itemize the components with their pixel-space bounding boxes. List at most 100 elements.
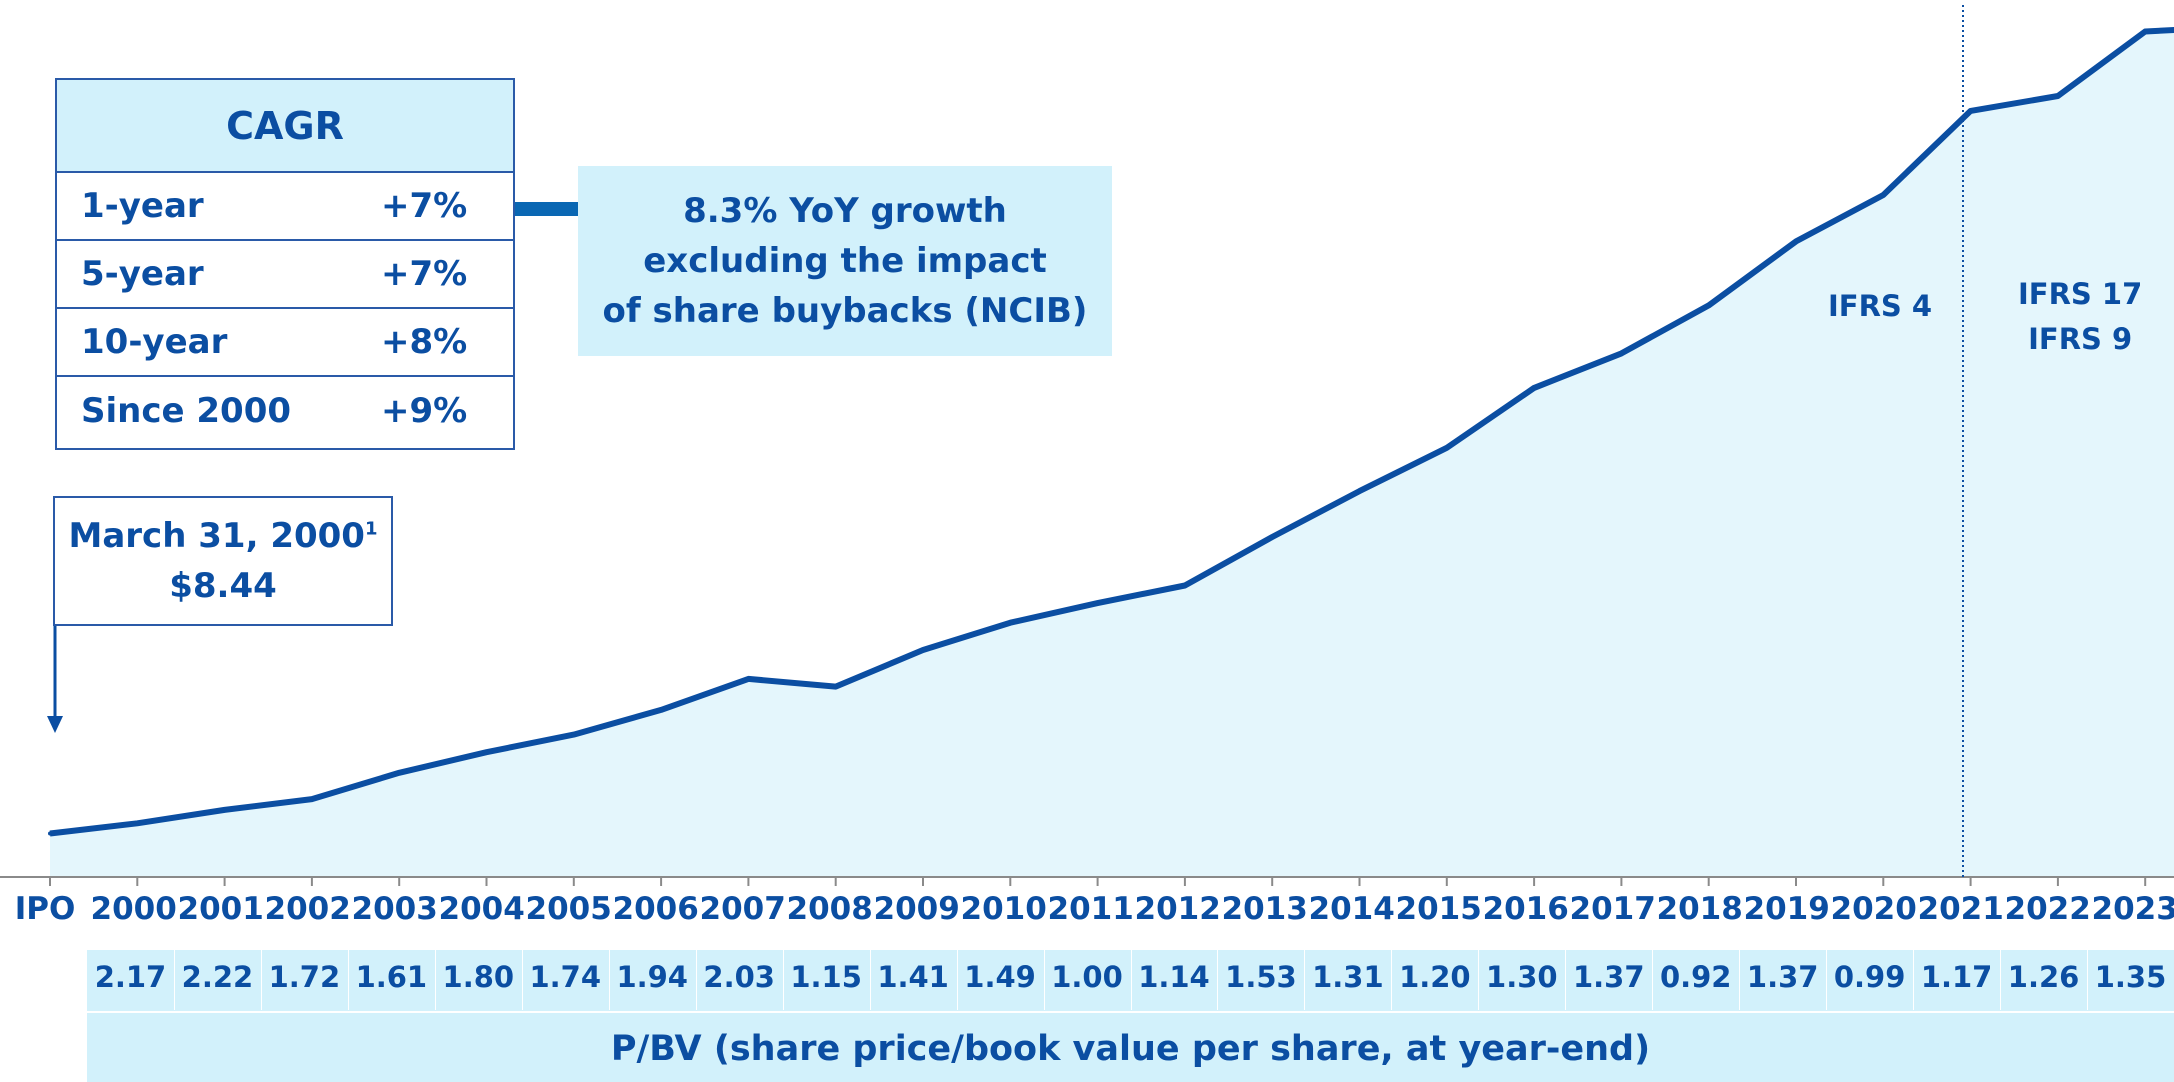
data-point [1532,385,1537,390]
x-tick-label: 2003 [351,891,438,927]
pbv-separator [1043,950,1045,1010]
pbv-separator [608,950,610,1010]
pbv-value: 1.30 [1486,960,1558,994]
pbv-value: 1.72 [268,960,341,994]
cagr-value: +8% [381,322,468,362]
data-point [1881,193,1886,197]
x-tick-label: 2014 [1308,891,1395,927]
data-point [1619,351,1624,356]
x-tick-label: 2011 [1047,891,1134,927]
cagr-value: +7% [381,254,468,294]
callout-line: of share buybacks (NCIB) [602,291,1088,331]
x-tick-label: 2012 [1134,891,1221,927]
pbv-value: 2.03 [703,960,775,994]
pbv-separator [2087,950,2089,1010]
pbv-value: 1.00 [1051,960,1123,994]
pbv-separator [1826,950,1828,1010]
data-points [48,29,2148,836]
pbv-separator [521,950,523,1010]
cagr-label: Since 2000 [81,391,292,431]
pbv-value: 1.37 [1572,960,1645,994]
pbv-value: 2.22 [181,960,254,994]
x-tick-label: 2001 [177,891,264,927]
pbv-separator [1565,950,1567,1010]
x-tick-label: 2019 [1743,891,1830,927]
cagr-value: +9% [381,391,468,431]
data-point [746,676,751,681]
pbv-value: 1.53 [1225,960,1297,994]
cagr-table: CAGR 1-year +7% 5-year +7% 10-year +8% S… [55,78,515,450]
pbv-separator [695,950,697,1010]
data-point [1794,239,1798,244]
cagr-label: 10-year [81,322,228,362]
x-ticks [49,877,2147,886]
x-tick-label: IPO [14,891,76,927]
pbv-separator [434,950,436,1010]
pbv-value: 1.31 [1312,960,1384,994]
callout-line: 8.3% YoY growth [683,191,1007,231]
pbv-value: 1.74 [529,960,602,994]
x-tick-label: 2020 [1830,891,1917,927]
data-point [1270,535,1275,539]
pbv-separator [2000,950,2002,1010]
x-tick-label: 2007 [699,891,786,927]
pbv-value: 1.49 [964,960,1036,994]
pbv-caption: P/BV (share price/book value per share, … [610,1029,1651,1069]
pbv-separator [1652,950,1654,1010]
x-tick-label: 2013 [1221,891,1308,927]
pbv-value: 1.35 [2094,960,2167,994]
data-point [48,831,52,836]
ncib-callout: 8.3% YoY growth excluding the impact of … [578,166,1112,356]
cagr-row: 10-year +8% [57,309,513,377]
pbv-separator [1130,950,1132,1010]
pbv-separator [1217,950,1219,1010]
data-point [1968,108,1973,113]
pbv-value: 1.17 [1920,960,1993,994]
pbv-value: 1.14 [1138,960,1210,994]
start-date-text: March 31, 2000 [68,516,365,556]
data-point [484,750,489,755]
x-tick-label: 2002 [264,891,351,927]
ifrs4-label: IFRS 4 [1828,284,1932,329]
pbv-value: 1.26 [2007,960,2080,994]
cagr-label: 5-year [81,254,204,294]
ifrs17-text: IFRS 17 [2018,277,2143,311]
x-tick-label: 2005 [525,891,612,927]
data-point [2055,94,2060,98]
data-point [2143,29,2148,34]
cagr-label: 1-year [81,186,204,226]
data-point [1182,583,1187,588]
ifrs17-ifrs9-label: IFRS 17 IFRS 9 [2018,272,2142,362]
x-tick-label: 2017 [1569,891,1656,927]
data-point [1444,445,1449,450]
pbv-separator [1913,950,1915,1010]
cagr-value: +7% [381,186,468,226]
data-point [222,807,227,812]
ifrs9-text: IFRS 9 [2028,322,2133,356]
x-tick-label: 2015 [1395,891,1482,927]
pbv-value: 1.80 [442,960,515,994]
pbv-separator [1304,950,1306,1010]
pbv-separator [173,950,175,1010]
data-point [397,770,402,775]
data-point [309,797,314,802]
start-value: $8.44 [169,566,277,606]
x-tick-label: 2008 [786,891,873,927]
area-fill [50,29,2174,877]
x-tick-label: 2022 [2004,891,2091,927]
footnote-marker: 1 [364,518,378,540]
data-point [833,684,838,689]
x-tick-label: 2004 [438,891,525,927]
x-tick-label: 2010 [960,891,1047,927]
pbv-value: 2.17 [94,960,167,994]
data-point [659,707,664,712]
x-tick-label: 2006 [612,891,699,927]
pbv-value: 0.99 [1833,960,1906,994]
data-point [1008,620,1013,625]
pbv-value: 1.20 [1399,960,1471,994]
cagr-row: Since 2000 +9% [57,377,513,445]
cagr-row: 1-year +7% [57,173,513,241]
data-point [135,821,140,826]
x-tick-label: 2009 [873,891,960,927]
pbv-separator [260,950,262,1010]
